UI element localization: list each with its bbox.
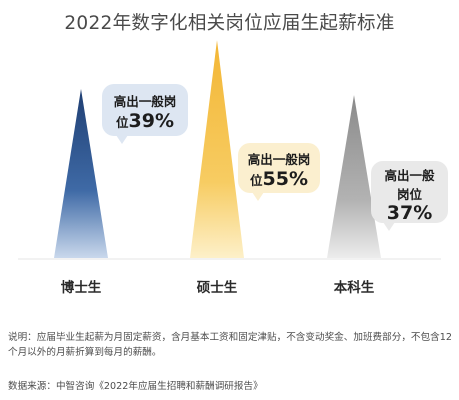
callout-master-prefix: 位 [250,173,263,188]
spike-bachelor [327,95,381,259]
callout-master-line1: 高出一般岗 [247,152,311,167]
callout-bachelor-line1: 高出一般 [384,168,435,183]
callout-bachelor: 高出一般 岗位 37% [371,161,448,231]
callout-phd: 高出一般岗 位39% [102,84,188,144]
data-source: 数据来源：中智咨询《2022年应届生招聘和薪酬调研报告》 [8,381,263,392]
callout-bachelor-prefix: 岗位 [396,187,422,202]
callout-phd-value: 39% [128,110,174,132]
callout-master: 高出一般岗 位55% [238,143,320,201]
category-label-phd: 博士生 [60,280,102,296]
spike-phd [54,89,108,258]
spike-master [190,40,244,258]
callout-phd-prefix: 位 [116,115,129,130]
category-label-bachelor: 本科生 [333,280,375,296]
footnote: 说明：应届毕业生起薪为月固定薪资，含月基本工资和固定津贴，不含变动奖金、加班费部… [8,332,452,358]
callout-master-value: 55% [262,168,308,190]
callout-bachelor-value: 37% [386,202,433,224]
chart-title: 2022年数字化相关岗位应届生起薪标准 [64,13,395,34]
callout-phd-line1: 高出一般岗 [113,94,177,109]
category-label-master: 硕士生 [196,280,238,296]
